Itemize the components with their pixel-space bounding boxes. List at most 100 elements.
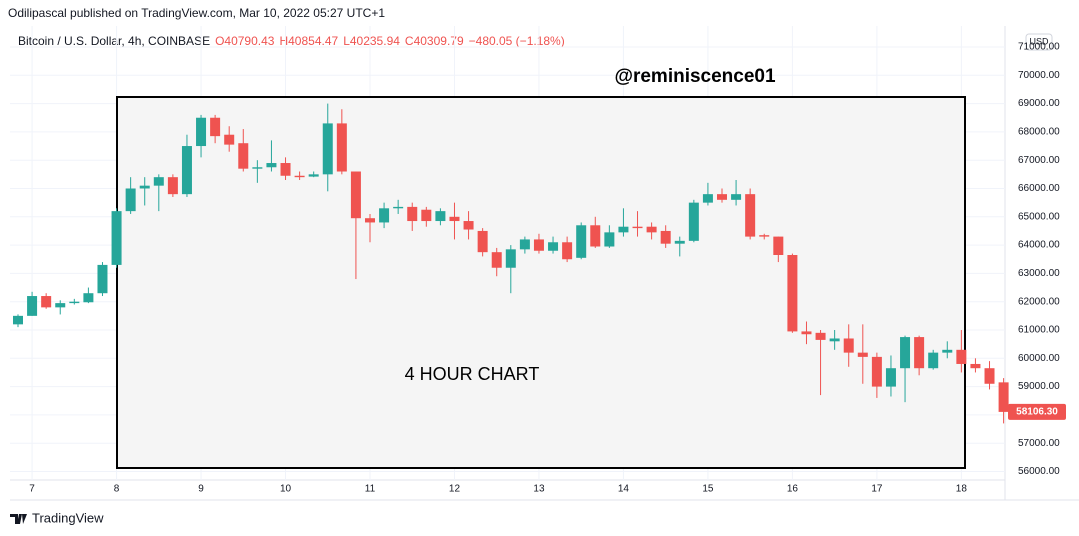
candle-body (224, 134, 235, 145)
y-tick-label: 61000.00 (1018, 325, 1060, 336)
candle-body (308, 174, 319, 177)
candle-body (618, 226, 629, 233)
y-tick-label: 56000.00 (1018, 466, 1060, 477)
candle-body (773, 236, 784, 255)
x-tick-label: 16 (787, 484, 799, 495)
symbol: Bitcoin / U.S. Dollar, 4h, COINBASE (18, 34, 210, 48)
author-annotation: @reminiscence01 (614, 66, 776, 87)
y-tick-label: 62000.00 (1018, 296, 1060, 307)
candle-body (13, 315, 23, 325)
candle-body (350, 171, 361, 219)
candle-body (393, 206, 404, 209)
publish-info: Odilipascal published on TradingView.com… (8, 6, 385, 20)
candle-body (942, 349, 953, 353)
brand-logo: TradingView (10, 510, 104, 525)
ohlc-close: C40309.79 (405, 34, 464, 48)
candle-body (533, 239, 544, 251)
candle-body (491, 252, 502, 268)
ohlc-high: H40854.47 (279, 34, 338, 48)
candle-body (984, 368, 995, 384)
candle-body (632, 226, 643, 229)
y-tick-label: 71000.00 (1018, 42, 1060, 53)
candle-body (801, 331, 812, 335)
y-tick-label: 59000.00 (1018, 381, 1060, 392)
y-tick-label: 68000.00 (1018, 127, 1060, 138)
candle-body (660, 230, 671, 244)
candle-body (139, 185, 150, 189)
candle-body (731, 194, 742, 200)
x-tick-label: 15 (702, 484, 714, 495)
candle-body (196, 117, 207, 147)
y-tick-label: 69000.00 (1018, 98, 1060, 109)
candle-body (970, 363, 981, 369)
last-price-label: 58106.30 (1016, 407, 1058, 418)
ohlc-low: L40235.94 (343, 34, 400, 48)
candle-body (745, 194, 756, 237)
candle-body (717, 194, 727, 200)
candle-body (576, 225, 587, 258)
x-tick-label: 13 (533, 484, 545, 495)
last-price-tag (1008, 403, 1066, 420)
box-annotation: 4 HOUR CHART (405, 364, 540, 384)
candle-body (181, 146, 192, 195)
ohlc-open: O40790.43 (215, 34, 275, 48)
candle-body (815, 332, 826, 340)
candle-body (759, 235, 770, 237)
candle-body (69, 301, 80, 304)
y-tick-label: 60000.00 (1018, 353, 1060, 364)
brand: TradingView (32, 510, 104, 525)
candle-body (871, 356, 882, 387)
y-tick-label: 66000.00 (1018, 183, 1060, 194)
candle-body (27, 296, 38, 316)
candle-body (83, 293, 94, 303)
candle-body (548, 242, 559, 251)
x-tick-label: 12 (449, 484, 461, 495)
candle-body (294, 175, 305, 178)
candle-body (125, 188, 136, 212)
candle-body (449, 216, 460, 222)
candle-body (956, 349, 967, 364)
candle-body (562, 242, 573, 260)
candle-body (41, 296, 52, 308)
candle-body (787, 255, 798, 332)
candle-body (702, 194, 713, 203)
x-tick-label: 14 (618, 484, 630, 495)
candle-body (519, 239, 530, 250)
candle-body (322, 123, 333, 175)
candle-body (900, 337, 911, 369)
candle-body (843, 338, 854, 353)
candle-body (928, 352, 939, 369)
candle-body (477, 230, 488, 253)
candle-body (998, 382, 1009, 412)
y-tick-label: 63000.00 (1018, 268, 1060, 279)
y-tick-label: 67000.00 (1018, 155, 1060, 166)
candle-body (266, 163, 277, 168)
candle-body (238, 143, 249, 169)
candle-body (379, 208, 390, 223)
x-tick-label: 8 (114, 484, 120, 495)
x-tick-label: 11 (365, 484, 376, 495)
candle-body (688, 202, 699, 241)
candle-body (829, 338, 840, 342)
candle-body (674, 240, 685, 244)
candle-body (505, 249, 516, 268)
x-tick-label: 9 (198, 484, 204, 495)
y-tick-label: 57000.00 (1018, 438, 1060, 449)
candle-body (97, 264, 108, 294)
y-tick-label: 64000.00 (1018, 240, 1060, 251)
y-tick-label: 65000.00 (1018, 211, 1060, 222)
legend: Bitcoin / U.S. Dollar, 4h, COINBASE O407… (18, 34, 565, 48)
highlight-box (116, 96, 966, 469)
candle-body (590, 225, 601, 247)
candle-body (153, 177, 164, 186)
x-tick-label: 18 (956, 484, 968, 495)
candle-body (857, 352, 868, 357)
currency: USD (1029, 36, 1049, 46)
currency-box (1025, 33, 1053, 51)
candle-body (210, 117, 221, 137)
candle-body (914, 337, 925, 369)
candle-body (280, 163, 291, 176)
candle-body (336, 123, 347, 172)
ohlc-change: −480.05 (−1.18%) (469, 34, 565, 48)
